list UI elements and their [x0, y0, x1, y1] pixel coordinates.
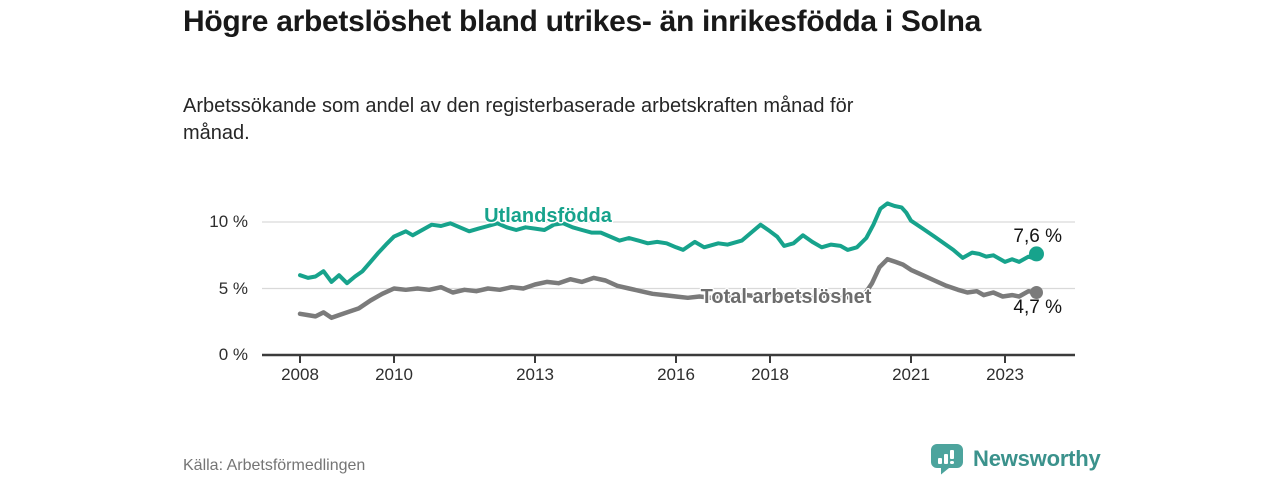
series-end-dot-total — [1029, 285, 1043, 299]
series-line-total — [297, 256, 1039, 321]
newsworthy-logo-text: Newsworthy — [973, 446, 1101, 471]
series-line-utlandsfodda — [298, 201, 1039, 286]
x-axis-tick-label: 2021 — [892, 365, 930, 384]
chart-subtitle: Arbetssökande som andel av den registerb… — [183, 95, 854, 144]
y-axis-tick-label: 0 % — [218, 345, 248, 364]
page-title: Högre arbetslöshet bland utrikes- än inr… — [183, 5, 982, 38]
x-axis-tick-label: 2023 — [986, 365, 1024, 384]
source-attribution: Källa: Arbetsförmedlingen — [183, 457, 366, 474]
series-label-utlandsfodda: Utlandsfödda — [484, 205, 612, 227]
end-value-label-total: 4,7 % — [1013, 297, 1062, 318]
y-axis-tick-label: 10 % — [209, 212, 248, 231]
x-axis-tick-label: 2008 — [281, 365, 319, 384]
x-axis-tick-label: 2016 — [657, 365, 695, 384]
x-axis-tick-label: 2018 — [751, 365, 789, 384]
end-value-label-utlandsfodda: 7,6 % — [1013, 226, 1062, 247]
newsworthy-chart-bubble-icon — [931, 444, 963, 475]
newsworthy-logo[interactable]: Newsworthy — [930, 443, 1101, 475]
series-end-dot-utlandsfodda — [1028, 246, 1044, 262]
y-axis-tick-label: 5 % — [218, 279, 248, 298]
x-axis-tick-label: 2010 — [375, 365, 413, 384]
x-axis-tick-label: 2013 — [516, 365, 554, 384]
series-label-total-arbetsloshet: Total arbetslöshet — [700, 286, 872, 308]
